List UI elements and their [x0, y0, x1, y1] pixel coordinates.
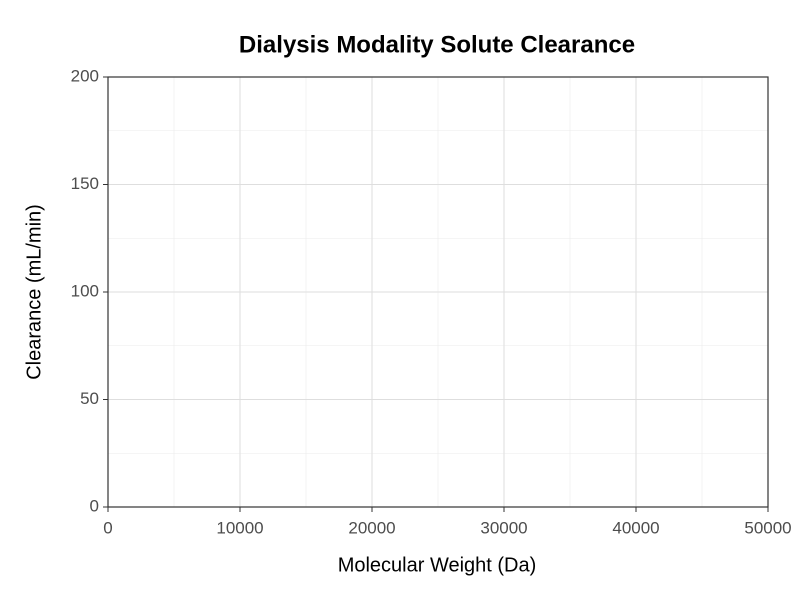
x-tick-label: 30000	[480, 518, 527, 537]
chart-title: Dialysis Modality Solute Clearance	[239, 31, 635, 58]
grid	[107, 76, 769, 508]
y-tick-label: 100	[71, 281, 99, 300]
x-axis-title: Molecular Weight (Da)	[338, 554, 537, 576]
x-tick-label: 20000	[348, 518, 395, 537]
y-axis-title: Clearance (mL/min)	[23, 204, 45, 380]
panel-border	[107, 76, 769, 508]
axes: 0 10000 20000 30000 40000 50000 0 50 100 150 200	[71, 66, 792, 537]
y-tick-label: 50	[80, 389, 99, 408]
y-tick-label: 200	[71, 66, 99, 85]
x-tick-label: 50000	[744, 518, 791, 537]
x-tick-label: 0	[103, 518, 112, 537]
y-tick-label: 150	[71, 174, 99, 193]
y-tick-label: 0	[90, 496, 99, 515]
x-tick-label: 10000	[216, 518, 263, 537]
x-tick-label: 40000	[612, 518, 659, 537]
